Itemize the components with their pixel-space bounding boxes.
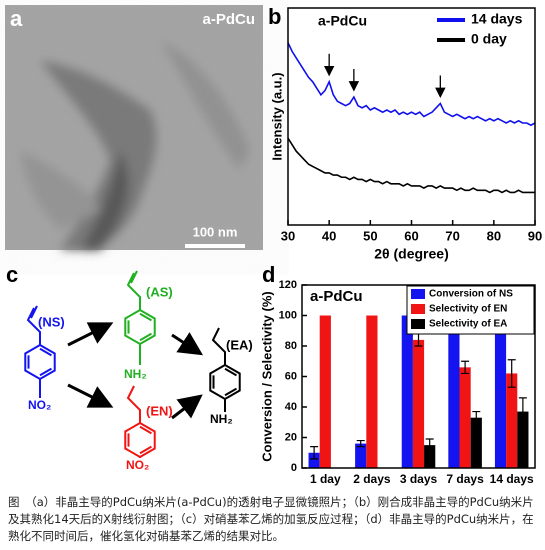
y-axis-label: Conversion / Selectivity (%) — [259, 291, 274, 462]
bar — [506, 373, 518, 468]
panel-labels: a b c d a-PdCu 100 nm — [6, 4, 281, 287]
legend-label: Selectivity of EA — [429, 319, 507, 330]
bar — [355, 443, 367, 468]
bond — [130, 270, 138, 284]
data-line — [287, 137, 535, 194]
error-bar — [310, 446, 319, 460]
image-label: a-PdCu — [203, 11, 256, 28]
double-bond — [139, 312, 152, 322]
bond — [126, 385, 141, 423]
compound-label: (EA) — [226, 337, 253, 352]
error-bar — [356, 439, 365, 448]
bar — [319, 315, 331, 468]
x-tick-label: 80 — [487, 228, 501, 243]
error-bar — [425, 438, 434, 452]
compound-label: (AS) — [146, 284, 173, 299]
x-tick-label: 90 — [528, 228, 542, 243]
group-label: NO₂ — [126, 458, 149, 472]
benzene-ring — [24, 343, 56, 381]
error-bar — [518, 397, 527, 426]
bond — [30, 305, 38, 319]
x-tick-label: 3 days — [400, 472, 438, 486]
y-tick-label: 120 — [279, 279, 297, 291]
data-line — [287, 42, 536, 127]
x-tick-label: 70 — [445, 228, 459, 243]
error-bar — [472, 410, 481, 425]
y-tick-label: 20 — [285, 431, 297, 443]
legend-box — [406, 285, 535, 335]
double-bond — [139, 425, 152, 435]
compound-label: (EN) — [146, 403, 173, 418]
bar — [366, 315, 378, 468]
bond — [126, 272, 141, 310]
legend-label: Selectivity of EN — [429, 304, 507, 315]
reaction-scheme: (NS) NO₂ (AS) NH₂ (EN) NO₂ (EA) NH₂ — [24, 270, 253, 472]
group-label: NH₂ — [124, 367, 147, 381]
chart-annotation: a-PdCu — [310, 288, 363, 305]
y-tick-label: 40 — [285, 401, 297, 413]
x-axis-label: 2θ (degree) — [374, 246, 448, 262]
x-tick-label: 50 — [363, 228, 377, 243]
bar — [517, 411, 529, 468]
double-bond — [39, 367, 52, 377]
legend-swatch — [411, 304, 425, 314]
scale-bar-label: 100 nm — [193, 224, 238, 239]
error-bar — [461, 360, 470, 375]
y-tick-label: 0 — [291, 462, 297, 474]
x-tick-label: 2 days — [353, 472, 391, 486]
x-tick-label: 14 days — [490, 472, 534, 486]
legend-label: 0 day — [471, 31, 507, 47]
legend-swatch — [411, 319, 425, 329]
bond — [26, 307, 41, 345]
legend-label: Conversion of NS — [429, 289, 513, 300]
double-bond — [224, 387, 237, 397]
group-label: NO₂ — [28, 398, 51, 412]
chart-annotation: a-PdCu — [318, 13, 367, 29]
benzene-ring — [124, 308, 156, 346]
x-tick-label: 60 — [404, 228, 418, 243]
double-bond — [139, 332, 152, 342]
double-bond — [39, 347, 52, 357]
bond — [211, 327, 226, 365]
bar — [494, 315, 507, 468]
panel-label: b — [268, 4, 281, 29]
bar — [459, 367, 471, 468]
y-tick-label: 100 — [279, 309, 297, 321]
x-tick-label: 1 day — [310, 472, 341, 486]
bar — [470, 417, 482, 468]
benzene-ring — [124, 421, 156, 459]
tem-image — [5, 5, 263, 250]
panel-label: d — [262, 262, 275, 287]
double-bond — [224, 367, 237, 377]
bar — [308, 452, 320, 468]
bar — [424, 445, 436, 468]
x-tick-label: 30 — [281, 228, 295, 243]
figure-caption: 图 （a）非晶主导的PdCu纳米片(a-PdCu)的透射电子显微镜照片；（b）刚… — [8, 495, 534, 543]
legend-label: 14 days — [471, 11, 523, 27]
x-tick-label: 40 — [322, 228, 336, 243]
y-tick-label: 80 — [285, 340, 297, 352]
bar — [412, 339, 425, 468]
error-bar — [507, 359, 516, 388]
y-axis-label: Intensity (a.u.) — [269, 72, 284, 160]
bar — [448, 315, 460, 468]
benzene-ring — [209, 363, 241, 401]
bar — [401, 315, 413, 468]
group-label: NH₂ — [210, 412, 233, 426]
x-tick-label: 7 days — [446, 472, 484, 486]
y-tick-label: 60 — [285, 370, 297, 382]
compound-label: (NS) — [38, 314, 65, 329]
panel-label: c — [6, 262, 18, 287]
panel-label: a — [10, 6, 23, 31]
legend-swatch — [411, 289, 425, 299]
double-bond — [139, 445, 152, 455]
figure: a b c d a-PdCu 100 nm (NS) NO₂ (AS) NH₂ … — [5, 4, 542, 486]
